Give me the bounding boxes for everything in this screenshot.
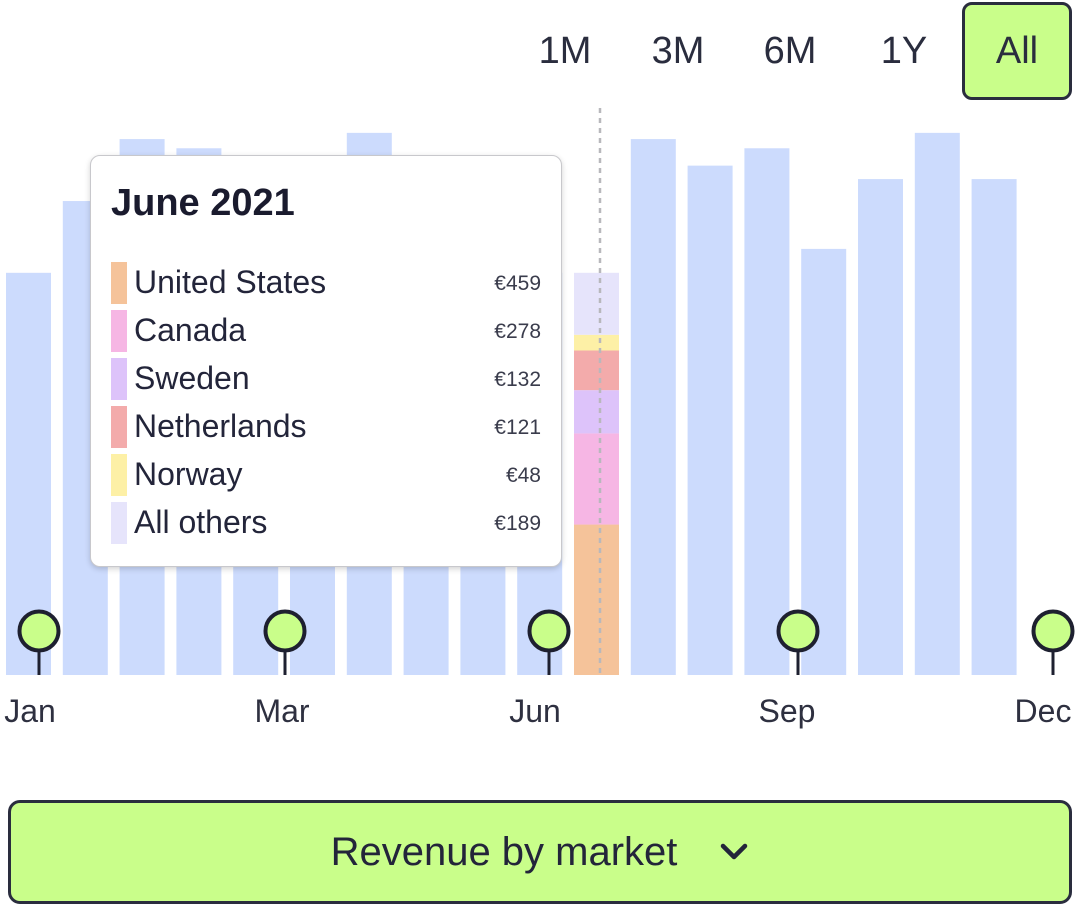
metric-select-button[interactable]: Revenue by market [8,800,1072,904]
legend-swatch [111,358,127,400]
range-tab-1m[interactable]: 1M [538,29,592,72]
bar [687,165,733,675]
legend-name: Canada [134,312,247,348]
month-marker [263,609,307,653]
legend-name: Norway [134,456,243,492]
month-marker [1031,609,1075,653]
legend-name: All others [134,504,268,540]
legend-value: €189 [494,512,541,535]
legend-swatch [111,262,127,304]
range-tab-all[interactable]: All [962,2,1072,100]
month-marker [17,609,61,653]
legend-row-united-states: United States €459 [111,260,541,304]
bar-segment [574,334,619,351]
legend-value: €121 [494,416,541,439]
legend-swatch [111,454,127,496]
bar-segment [574,390,619,434]
bar [744,148,790,675]
x-tick-label-mar: Mar [254,693,310,729]
legend-swatch [111,406,127,448]
x-tick-label-dec: Dec [1014,693,1072,729]
legend-swatch [111,502,127,544]
legend-row-sweden: Sweden €132 [111,356,541,400]
legend-row-norway: Norway €48 [111,452,541,496]
legend-value: €132 [494,368,541,391]
bar-segment [574,272,619,335]
tooltip-title: June 2021 [111,182,295,224]
bar [6,272,51,675]
legend-swatch [111,310,127,352]
bar [914,132,960,675]
month-marker [527,609,571,653]
bar-segment [574,524,619,675]
chevron-down-icon [719,837,749,867]
month-marker [776,609,820,653]
legend-value: €278 [494,320,541,343]
time-range-tabs: 1M 3M 6M 1Y All [0,0,1080,110]
legend-row-canada: Canada €278 [111,308,541,352]
legend-name: United States [134,264,327,300]
range-tab-6m[interactable]: 6M [763,29,817,72]
legend-row-all-others: All others €189 [111,500,541,544]
bar-segment [574,433,619,525]
metric-select-label: Revenue by market [330,829,678,874]
bar-segment [574,350,619,391]
bar [630,139,676,676]
bar [971,179,1017,676]
chart-tooltip: June 2021 United States €459 Canada €278… [90,155,562,567]
range-tab-1y[interactable]: 1Y [880,29,928,72]
x-tick-label-sep: Sep [758,693,816,729]
x-tick-label-jan: Jan [4,693,56,729]
legend-name: Sweden [134,360,250,396]
x-tick-label-jun: Jun [509,693,561,729]
legend-row-netherlands: Netherlands €121 [111,404,541,448]
bar [801,248,847,675]
legend-value: €48 [505,464,541,487]
bar [858,179,903,676]
legend-name: Netherlands [134,408,307,444]
legend-value: €459 [494,272,541,295]
range-tab-3m[interactable]: 3M [651,29,705,72]
